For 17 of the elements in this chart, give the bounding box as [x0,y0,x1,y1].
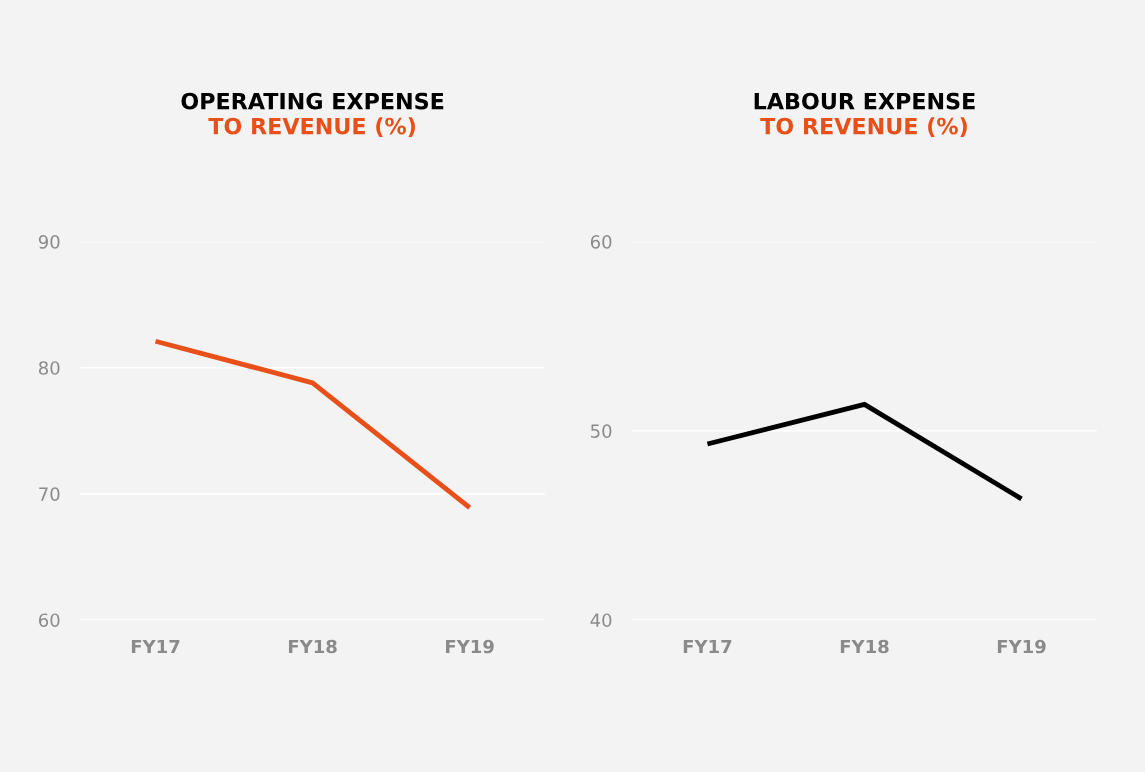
chart-subtitle: TO REVENUE (%) [208,117,415,138]
y-tick-label: 60 [590,235,612,249]
y-tick-label: 60 [38,613,60,628]
x-tick-label: FY17 [683,639,732,654]
y-tick-label: 40 [590,613,612,628]
y-tick-label: 50 [591,424,612,438]
chart-title: OPERATING EXPENSE [181,92,444,110]
chart-title: LABOUR EXPENSE [754,92,975,110]
x-tick-label: FY17 [131,639,180,654]
x-tick-label: FY18 [840,639,889,654]
chart-subtitle: TO REVENUE (%) [760,117,967,138]
x-tick-label: FY19 [997,639,1046,654]
y-tick-label: 80 [38,361,60,375]
y-tick-label: 70 [39,487,60,501]
x-tick-label: FY18 [288,639,337,654]
x-tick-label: FY19 [446,639,494,654]
y-tick-label: 90 [38,235,60,249]
